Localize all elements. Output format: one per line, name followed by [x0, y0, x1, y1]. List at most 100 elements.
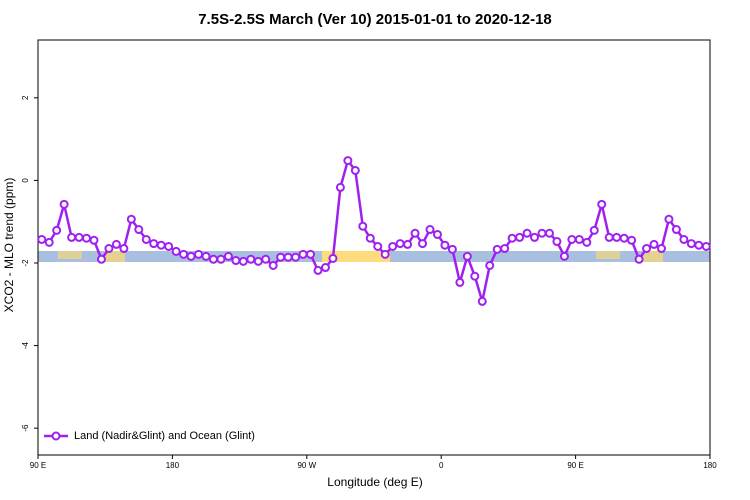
data-point — [477, 296, 487, 306]
x-tick-label: 180 — [166, 461, 180, 470]
data-point — [238, 256, 248, 266]
data-point — [537, 228, 547, 238]
data-point — [186, 251, 196, 261]
data-point — [649, 239, 659, 249]
data-point — [261, 254, 271, 264]
data-point — [126, 214, 136, 224]
data-point — [358, 221, 368, 231]
data-point — [642, 244, 652, 254]
data-point — [149, 239, 159, 249]
data-point — [44, 237, 54, 247]
y-tick-label: -4 — [21, 341, 30, 349]
data-point — [612, 232, 622, 242]
data-point — [156, 240, 166, 250]
data-point — [664, 214, 674, 224]
data-point — [283, 252, 293, 262]
data-point — [671, 225, 681, 235]
y-tick-label: -2 — [21, 259, 30, 267]
data-point — [52, 225, 62, 235]
data-point — [320, 263, 330, 273]
land-ocean-strip — [38, 251, 710, 262]
data-point — [552, 237, 562, 247]
data-point — [701, 241, 711, 251]
data-point — [388, 241, 398, 251]
data-point — [604, 232, 614, 242]
data-point — [485, 260, 495, 270]
data-point — [74, 232, 84, 242]
data-point — [201, 251, 211, 261]
data-point — [395, 239, 405, 249]
data-point — [328, 253, 338, 263]
legend-marker — [51, 431, 61, 441]
data-point — [141, 234, 151, 244]
data-point — [627, 235, 637, 245]
data-point — [67, 232, 77, 242]
data-point — [432, 229, 442, 239]
data-point — [134, 225, 144, 235]
data-point — [470, 271, 480, 281]
data-point — [276, 252, 286, 262]
y-tick-label: -6 — [21, 424, 30, 432]
chart-title: 7.5S-2.5S March (Ver 10) 2015-01-01 to 2… — [198, 11, 552, 28]
data-point — [223, 251, 233, 261]
data-point — [492, 244, 502, 254]
data-point — [119, 244, 129, 254]
legend-label: Land (Nadir&Glint) and Ocean (Glint) — [74, 430, 255, 442]
data-point — [515, 232, 525, 242]
data-point — [447, 244, 457, 254]
data-point — [440, 240, 450, 250]
x-tick-label: 180 — [703, 461, 717, 470]
data-point — [194, 249, 204, 259]
data-point — [582, 237, 592, 247]
data-point — [522, 228, 532, 238]
x-tick-label: 0 — [439, 461, 444, 470]
y-tick-label: 2 — [21, 95, 30, 100]
data-point — [462, 251, 472, 261]
data-point — [59, 199, 69, 209]
data-point — [350, 165, 360, 175]
data-point — [597, 199, 607, 209]
data-point — [104, 244, 114, 254]
data-point — [544, 228, 554, 238]
data-point — [403, 239, 413, 249]
data-point — [253, 256, 263, 266]
data-point — [365, 233, 375, 243]
data-point — [507, 233, 517, 243]
data-point — [171, 246, 181, 256]
data-point — [37, 234, 47, 244]
data-point — [291, 252, 301, 262]
x-tick-label: 90 E — [567, 461, 583, 470]
data-point — [246, 254, 256, 264]
data-point — [410, 228, 420, 238]
data-point — [679, 234, 689, 244]
data-point — [313, 265, 323, 275]
data-point — [574, 234, 584, 244]
x-tick-label: 90 E — [30, 461, 46, 470]
data-point — [634, 254, 644, 264]
data-point — [164, 241, 174, 251]
data-point — [373, 241, 383, 251]
data-point — [231, 256, 241, 266]
data-point — [298, 249, 308, 259]
data-point — [425, 225, 435, 235]
data-point — [343, 156, 353, 166]
data-point — [619, 233, 629, 243]
data-point — [216, 254, 226, 264]
y-tick-label: 0 — [21, 178, 30, 183]
data-point — [208, 254, 218, 264]
data-point — [455, 277, 465, 287]
data-point — [500, 244, 510, 254]
data-point — [686, 239, 696, 249]
data-point — [656, 244, 666, 254]
data-point — [179, 249, 189, 259]
data-point — [694, 240, 704, 250]
data-point — [530, 232, 540, 242]
data-point — [111, 239, 121, 249]
x-tick-label: 90 W — [297, 461, 316, 470]
data-point — [268, 260, 278, 270]
data-point — [306, 249, 316, 259]
data-point — [567, 234, 577, 244]
data-point — [82, 233, 92, 243]
data-point — [559, 251, 569, 261]
